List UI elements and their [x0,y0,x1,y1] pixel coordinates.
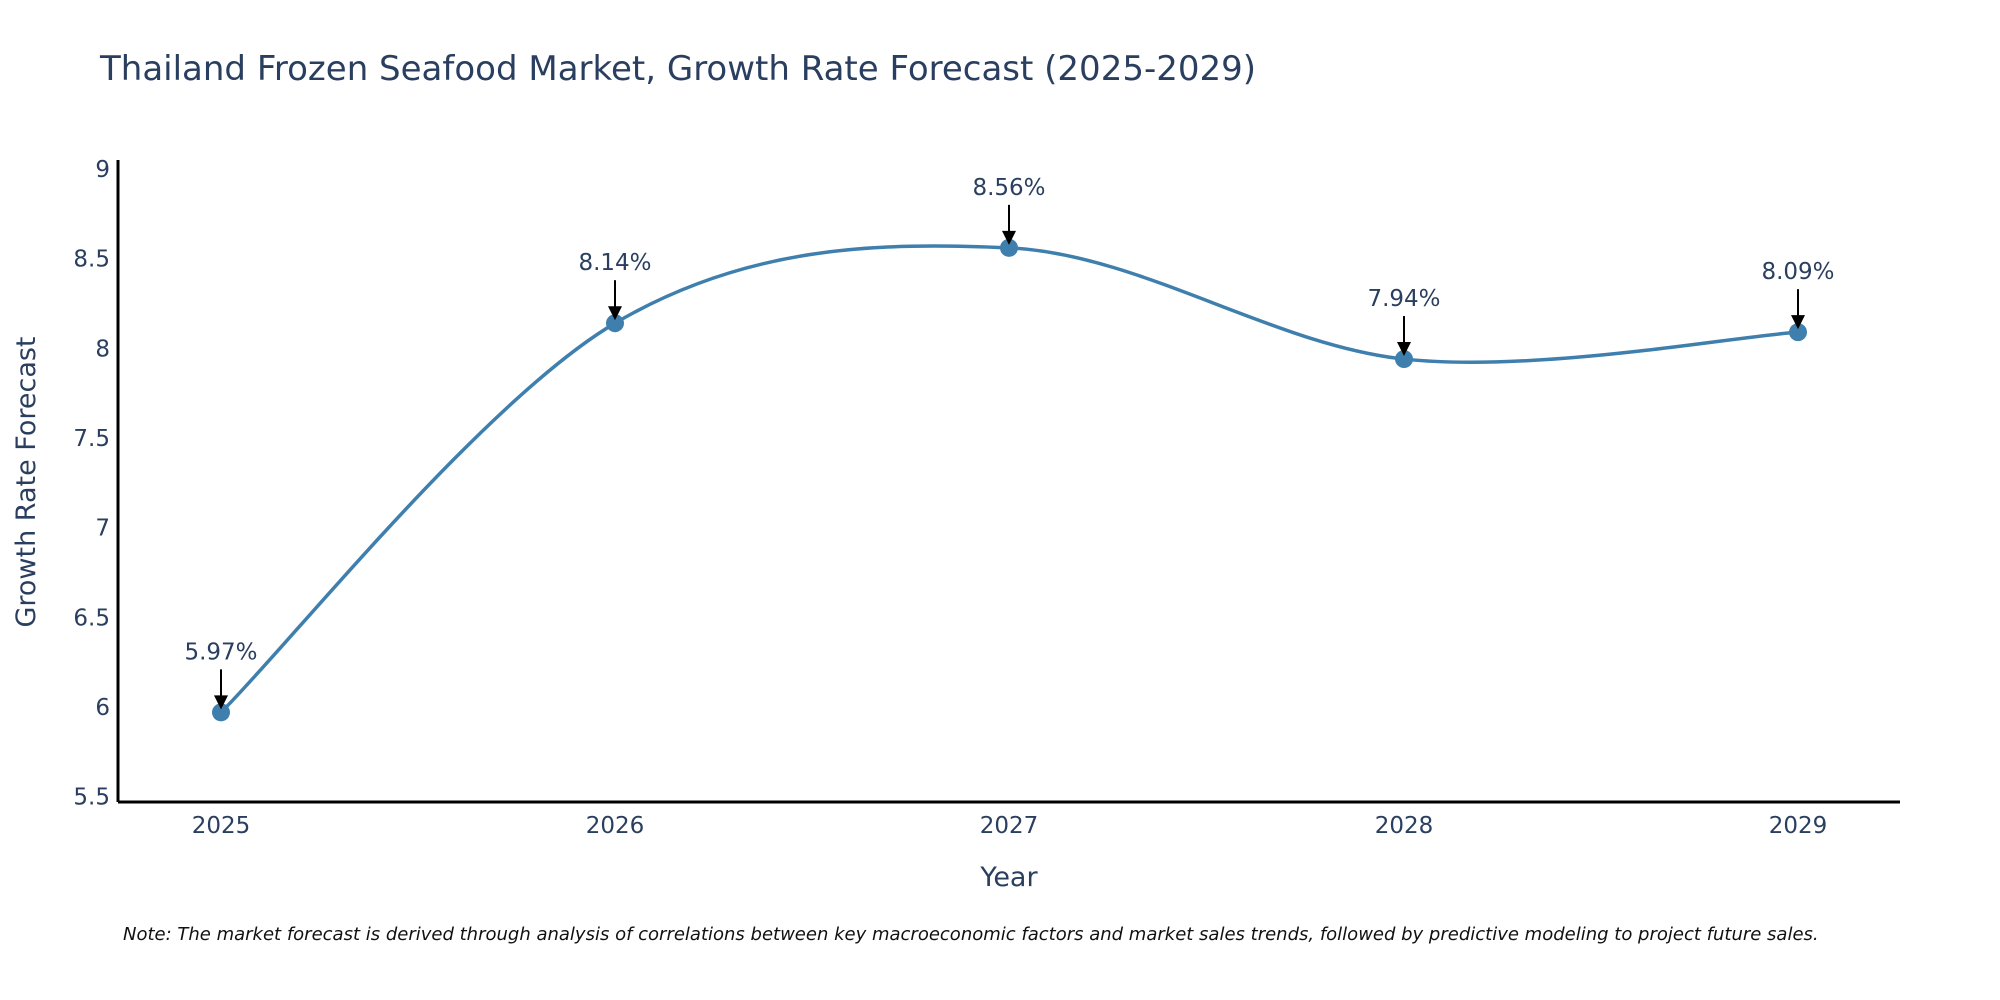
data-point [1000,238,1018,257]
x-tick-label: 2029 [1769,813,1828,839]
series-line [219,244,1799,714]
y-tick-label: 9 [95,157,110,183]
x-tick-label: 2026 [586,813,645,839]
data-point [1789,323,1807,342]
data-label: 8.09% [1761,259,1834,285]
y-tick-label: 8 [95,336,110,362]
x-tick-label: 2025 [192,813,251,839]
y-tick-label: 6.5 [73,605,110,631]
chart-title: Thailand Frozen Seafood Market, Growth R… [99,49,1256,89]
annotation-arrowhead [214,695,228,710]
series-markers [212,238,1807,722]
annotation-arrowhead [1397,342,1411,357]
y-tick-label: 6 [95,695,110,721]
y-tick-labels: 5.5 6 6.5 7 7.5 8 8.5 9 [73,157,110,811]
x-axis-title: Year [979,862,1038,893]
data-point [1395,350,1413,369]
data-point [212,703,230,722]
y-tick-label: 7.5 [73,426,110,452]
y-tick-label: 5.5 [73,785,110,811]
data-label: 7.94% [1367,286,1440,312]
x-tick-label: 2027 [980,813,1039,839]
y-axis-title: Growth Rate Forecast [11,336,42,627]
annotation-arrowhead [608,306,622,321]
data-label: 8.14% [578,250,651,276]
footnote: Note: The market forecast is derived thr… [123,924,1819,945]
x-tick-label: 2028 [1375,813,1434,839]
data-label: 8.56% [972,175,1045,201]
annotation-arrowhead [1002,230,1016,245]
y-tick-label: 7 [95,516,110,542]
data-label: 5.97% [184,639,257,665]
annotation-arrowhead [1791,315,1805,330]
x-tick-labels: 2025 2026 2027 2028 2029 [192,813,1828,839]
y-tick-label: 8.5 [73,247,110,273]
data-point [606,314,624,333]
data-label-annotations: 5.97% 8.14% 8.56% 7.94% 8.09% [184,175,1835,710]
